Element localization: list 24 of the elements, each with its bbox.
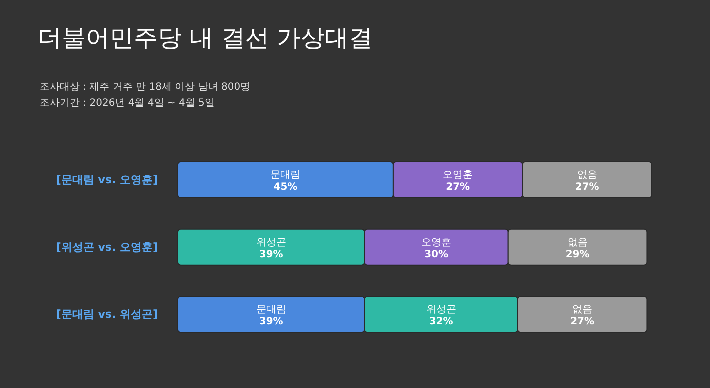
chart-title: 더불어민주당 내 결선 가상대결 [38,23,373,54]
data-label: 29% [566,249,590,260]
text: 문대림 [256,304,286,316]
text: 없음 [568,237,588,248]
y-tick-label: [위성곤 vs. 오영훈] [56,240,158,254]
text: 위성곤 [426,304,456,316]
y-tick-label: [문대림 vs. 위성곤] [56,308,158,322]
series-label: 오영훈 [443,170,474,181]
text: 없음 [572,304,593,316]
data-label: 30% [424,249,449,260]
data-label: 27% [446,182,470,193]
data-label: 27% [575,182,600,193]
data-label: 39% [259,316,284,328]
data-label: 39% [259,249,284,260]
y-tick-label: [문대림 vs. 오영훈] [56,174,158,187]
data-label: 27% [570,316,595,328]
data-label: 45% [274,182,298,193]
text: 조사기간 : 2026년 4월 4일 ~ 4월 5일 [40,97,215,110]
text: 조사대상 : 제주 거주 만 18세 이상 남녀 800명 [40,81,251,94]
text: 오영훈 [422,237,452,248]
series-label: 문대림 [270,170,301,181]
series-label: 위성곤 [256,237,286,248]
series-label: 없음 [577,170,598,181]
data-label: 32% [429,316,454,328]
